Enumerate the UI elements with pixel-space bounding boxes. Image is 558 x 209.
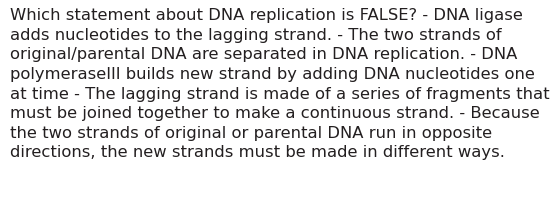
Text: Which statement about DNA replication is FALSE? - DNA ligase
adds nucleotides to: Which statement about DNA replication is… bbox=[10, 8, 550, 160]
